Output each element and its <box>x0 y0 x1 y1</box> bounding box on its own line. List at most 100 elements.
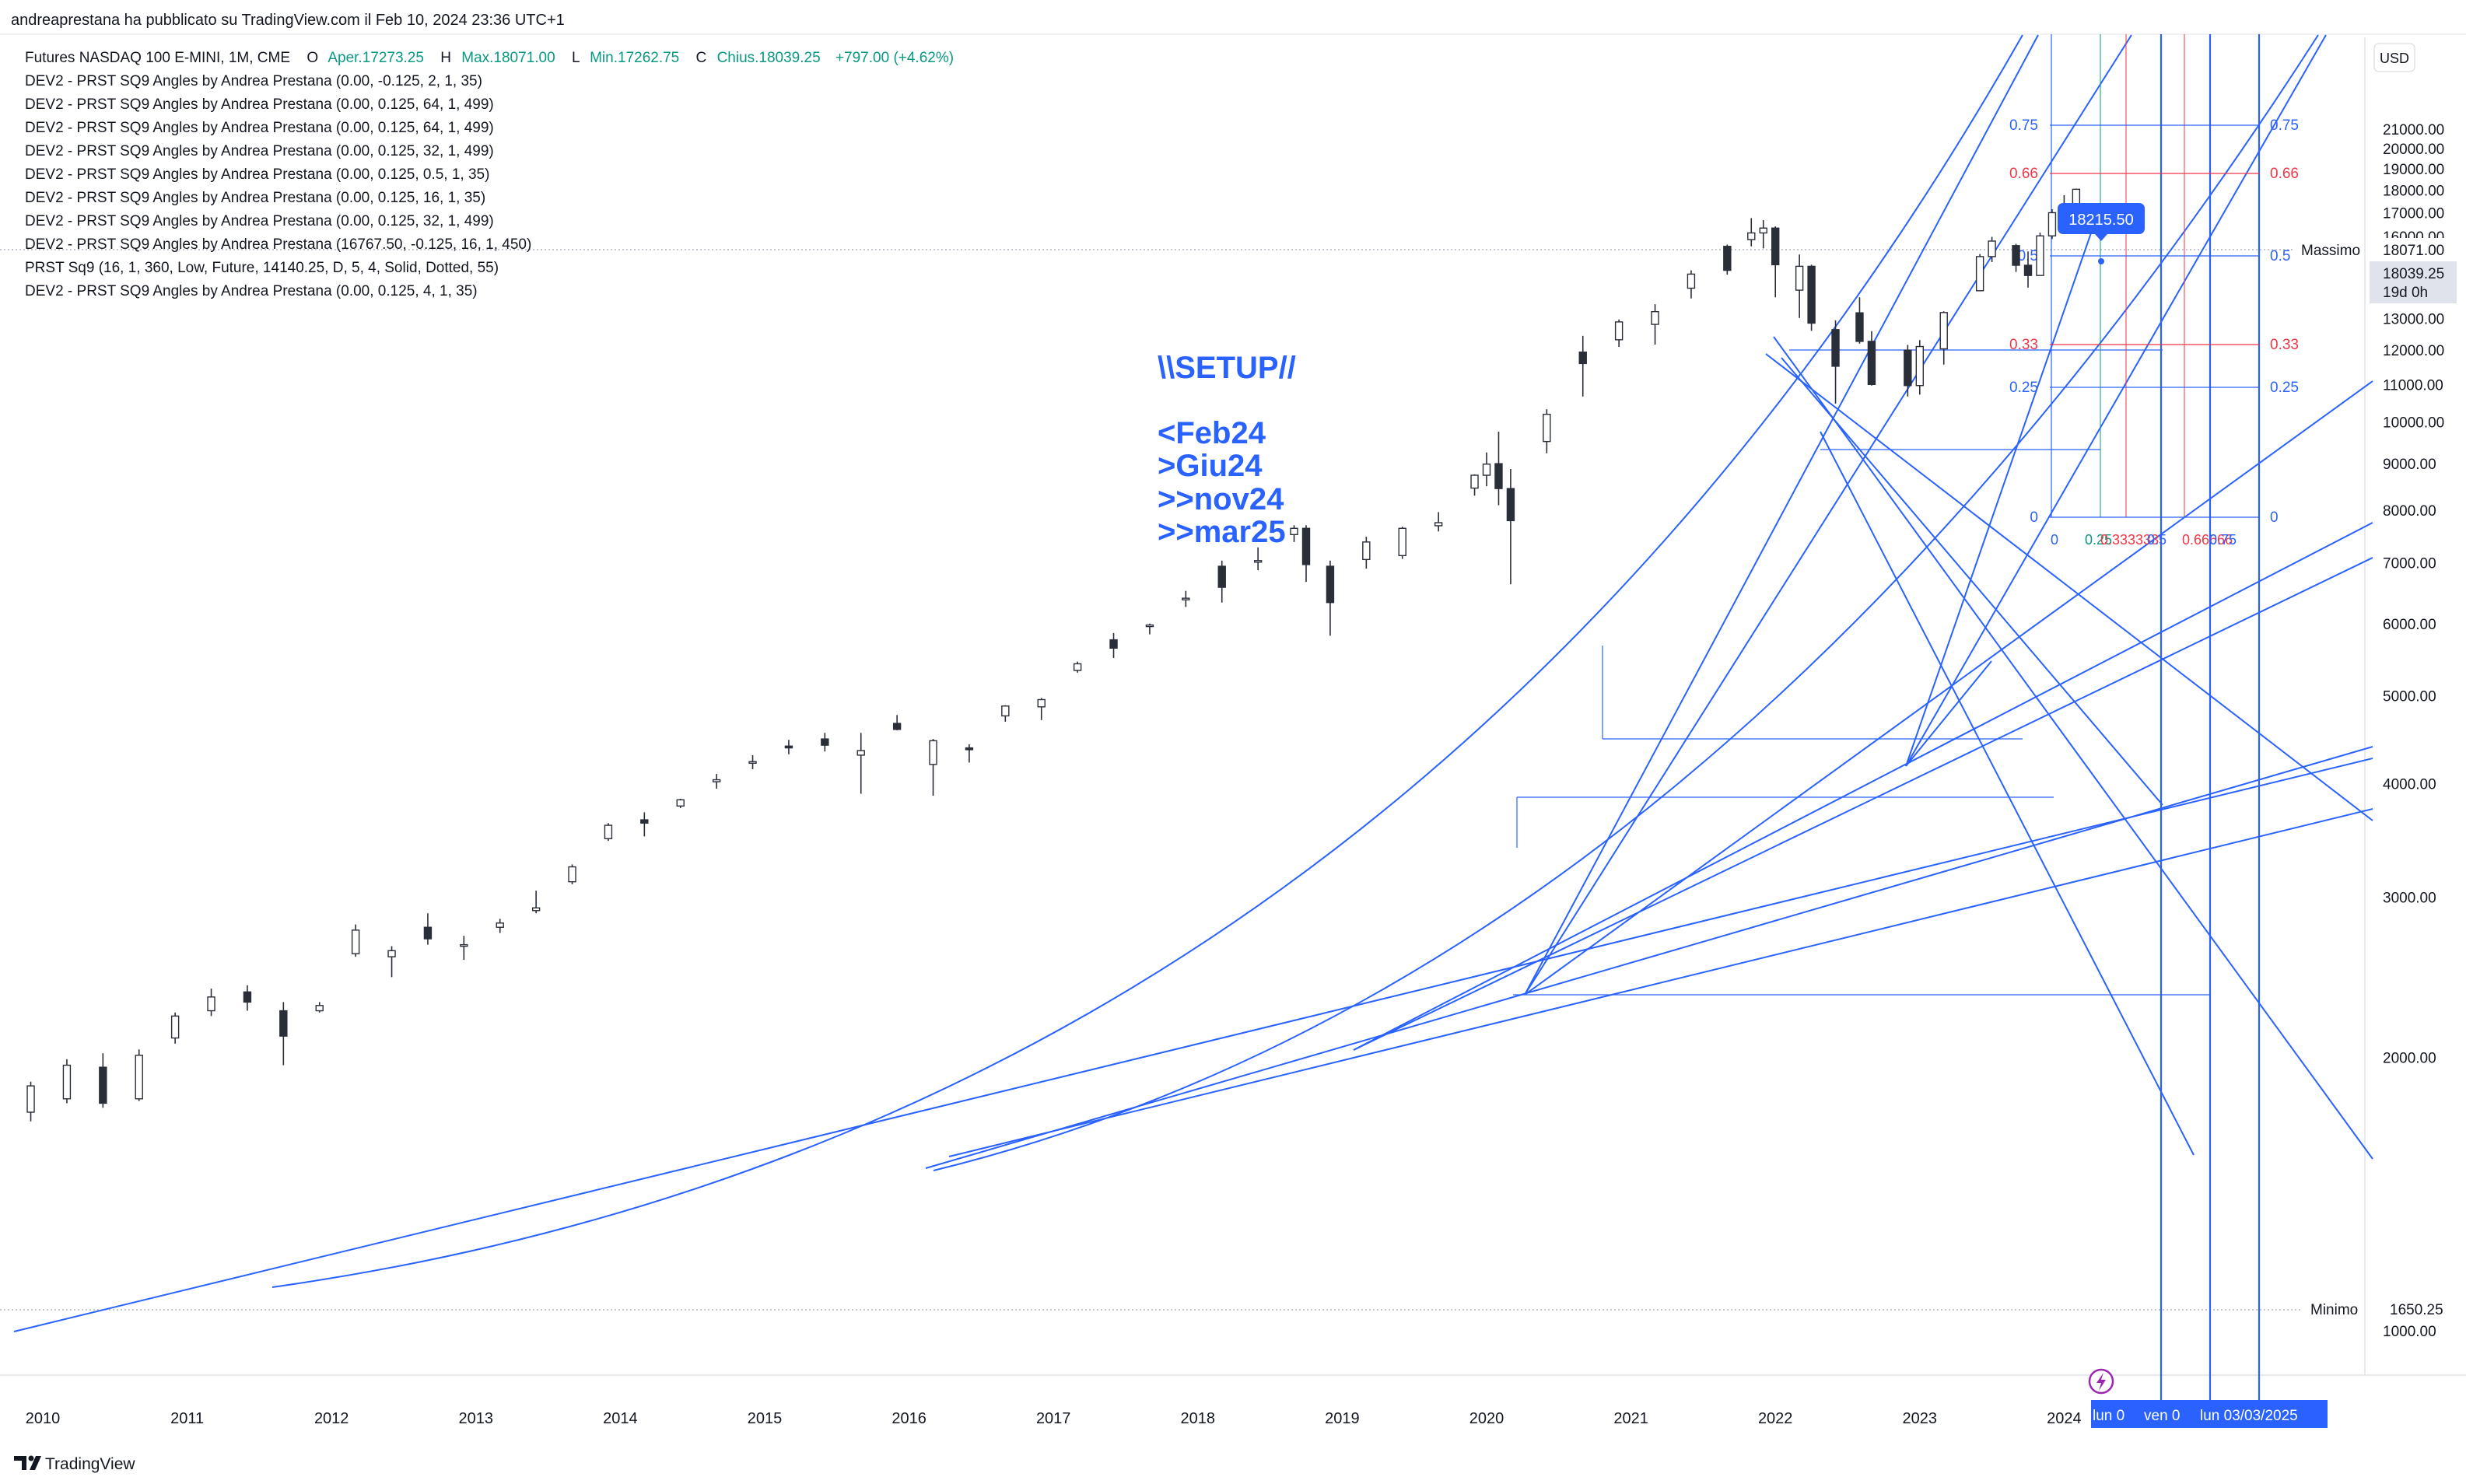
candle[interactable] <box>1975 254 1984 292</box>
candle[interactable] <box>1614 319 1624 347</box>
angle-line-1[interactable] <box>13 758 2373 1332</box>
candle[interactable] <box>856 733 865 794</box>
candle[interactable] <box>1771 226 1780 298</box>
candle[interactable] <box>1001 705 1010 722</box>
candle[interactable] <box>26 1081 35 1122</box>
candle[interactable] <box>1939 311 1948 365</box>
candle[interactable] <box>1915 340 1925 395</box>
candle[interactable] <box>207 989 215 1017</box>
angle-drawings[interactable] <box>13 34 2373 1332</box>
candle[interactable] <box>62 1059 72 1104</box>
candle[interactable] <box>1988 236 1996 262</box>
candles[interactable] <box>26 188 2081 1122</box>
angle-line-4[interactable] <box>1353 522 2373 1051</box>
candle[interactable] <box>135 1049 143 1101</box>
candle[interactable] <box>1362 537 1371 569</box>
candle[interactable] <box>1831 320 1840 404</box>
candle[interactable] <box>423 913 433 945</box>
candle[interactable] <box>1807 264 1816 331</box>
candle[interactable] <box>1109 632 1118 659</box>
candle[interactable] <box>1747 218 1756 247</box>
currency-button[interactable]: USD <box>2380 51 2409 66</box>
fib-time-price-box[interactable]: 0.75 0.750.66 0.660.5 0.50.33 0.330.25 0.250 0… <box>2009 34 2299 548</box>
indicator-legend-item[interactable]: DEV2 - PRST SQ9 Angles by Andrea Prestan… <box>25 190 485 206</box>
candle[interactable] <box>387 946 396 978</box>
candle[interactable] <box>784 740 793 754</box>
candle[interactable] <box>1482 452 1491 487</box>
candle[interactable] <box>351 924 360 957</box>
candle[interactable] <box>1867 331 1876 386</box>
angle-line-2[interactable] <box>948 808 2373 1157</box>
candle[interactable] <box>170 1012 180 1044</box>
candle[interactable] <box>1795 254 1804 318</box>
angle-line-13[interactable] <box>1765 353 2373 821</box>
candle[interactable] <box>315 1002 324 1013</box>
angle-line-6[interactable] <box>1524 34 2039 996</box>
candle[interactable] <box>1494 432 1503 506</box>
candle[interactable] <box>1470 474 1479 496</box>
angle-line-5[interactable] <box>1353 557 2373 1051</box>
indicator-legend[interactable]: DEV2 - PRST SQ9 Angles by Andrea Prestan… <box>25 73 531 299</box>
candle[interactable] <box>1723 244 1732 275</box>
candle[interactable] <box>1904 345 1912 397</box>
date-markers[interactable]: lun 0 ven 0 lun 03/03/2025 <box>2091 1400 2328 1428</box>
indicator-legend-item[interactable]: DEV2 - PRST SQ9 Angles by Andrea Prestan… <box>25 283 478 299</box>
candle[interactable] <box>2047 209 2057 240</box>
candle[interactable] <box>1855 297 1864 344</box>
candle[interactable] <box>496 919 504 933</box>
candle[interactable] <box>1182 590 1190 607</box>
candle[interactable] <box>531 891 541 914</box>
candle[interactable] <box>1651 304 1659 345</box>
candle[interactable] <box>568 864 576 884</box>
candle[interactable] <box>279 1002 288 1066</box>
candle[interactable] <box>1037 698 1046 720</box>
curve-fan-inner[interactable] <box>933 34 2319 1171</box>
projection-rays[interactable] <box>1513 349 2209 996</box>
candle[interactable] <box>1759 220 1767 249</box>
candle[interactable] <box>929 739 937 796</box>
candle[interactable] <box>1217 560 1226 603</box>
candle[interactable] <box>1543 409 1551 453</box>
candle[interactable] <box>1506 468 1515 585</box>
indicator-legend-item[interactable]: DEV2 - PRST SQ9 Angles by Andrea Prestan… <box>25 236 531 253</box>
candle[interactable] <box>1578 335 1587 397</box>
angle-line-9[interactable] <box>1905 34 2327 767</box>
lightning-icon[interactable] <box>2088 1368 2114 1395</box>
candle[interactable] <box>640 812 649 837</box>
candle[interactable] <box>676 799 685 809</box>
candle[interactable] <box>1253 547 1263 571</box>
candle[interactable] <box>604 823 613 842</box>
candle[interactable] <box>748 754 757 769</box>
candle[interactable] <box>1145 623 1154 635</box>
candle[interactable] <box>2036 233 2044 276</box>
indicator-legend-item[interactable]: DEV2 - PRST SQ9 Angles by Andrea Prestan… <box>25 96 494 113</box>
candle[interactable] <box>2023 251 2033 288</box>
indicator-legend-item[interactable]: DEV2 - PRST SQ9 Angles by Andrea Prestan… <box>25 143 494 159</box>
candle[interactable] <box>892 715 902 730</box>
indicator-legend-item[interactable]: DEV2 - PRST SQ9 Angles by Andrea Prestan… <box>25 120 494 136</box>
angle-line-8[interactable] <box>1524 380 2373 996</box>
candle[interactable] <box>1073 661 1082 673</box>
time-axis[interactable]: 2010 2011 2012 2013 2014 2015 2016 2017 2018 2019… <box>26 1410 2082 1427</box>
candle[interactable] <box>2012 243 2020 272</box>
angle-line-10[interactable] <box>1905 205 2101 767</box>
candle[interactable] <box>821 733 829 752</box>
angle-line-11[interactable] <box>1905 660 1992 767</box>
angle-line-15[interactable] <box>1820 431 2195 1156</box>
candle[interactable] <box>965 744 974 763</box>
indicator-legend-item[interactable]: DEV2 - PRST SQ9 Angles by Andrea Prestan… <box>25 213 494 229</box>
candle[interactable] <box>1301 525 1311 583</box>
candle[interactable] <box>1326 560 1335 636</box>
indicator-legend-item[interactable]: PRST Sq9 (16, 1, 360, Low, Future, 14140… <box>25 260 499 276</box>
setup-annotation[interactable]: \\SETUP// <Feb24>Giu24>>nov24>>mar25 <box>1158 351 1296 549</box>
candle[interactable] <box>243 985 252 1011</box>
candle[interactable] <box>1687 270 1696 299</box>
candle[interactable] <box>712 774 721 789</box>
candle[interactable] <box>460 936 468 961</box>
candle[interactable] <box>99 1053 107 1108</box>
price-callout[interactable]: 18215.50 <box>2058 203 2145 264</box>
angle-line-3[interactable] <box>925 746 2373 1169</box>
time-markers[interactable] <box>2160 34 2261 1408</box>
angle-line-12[interactable] <box>1773 336 2373 1160</box>
